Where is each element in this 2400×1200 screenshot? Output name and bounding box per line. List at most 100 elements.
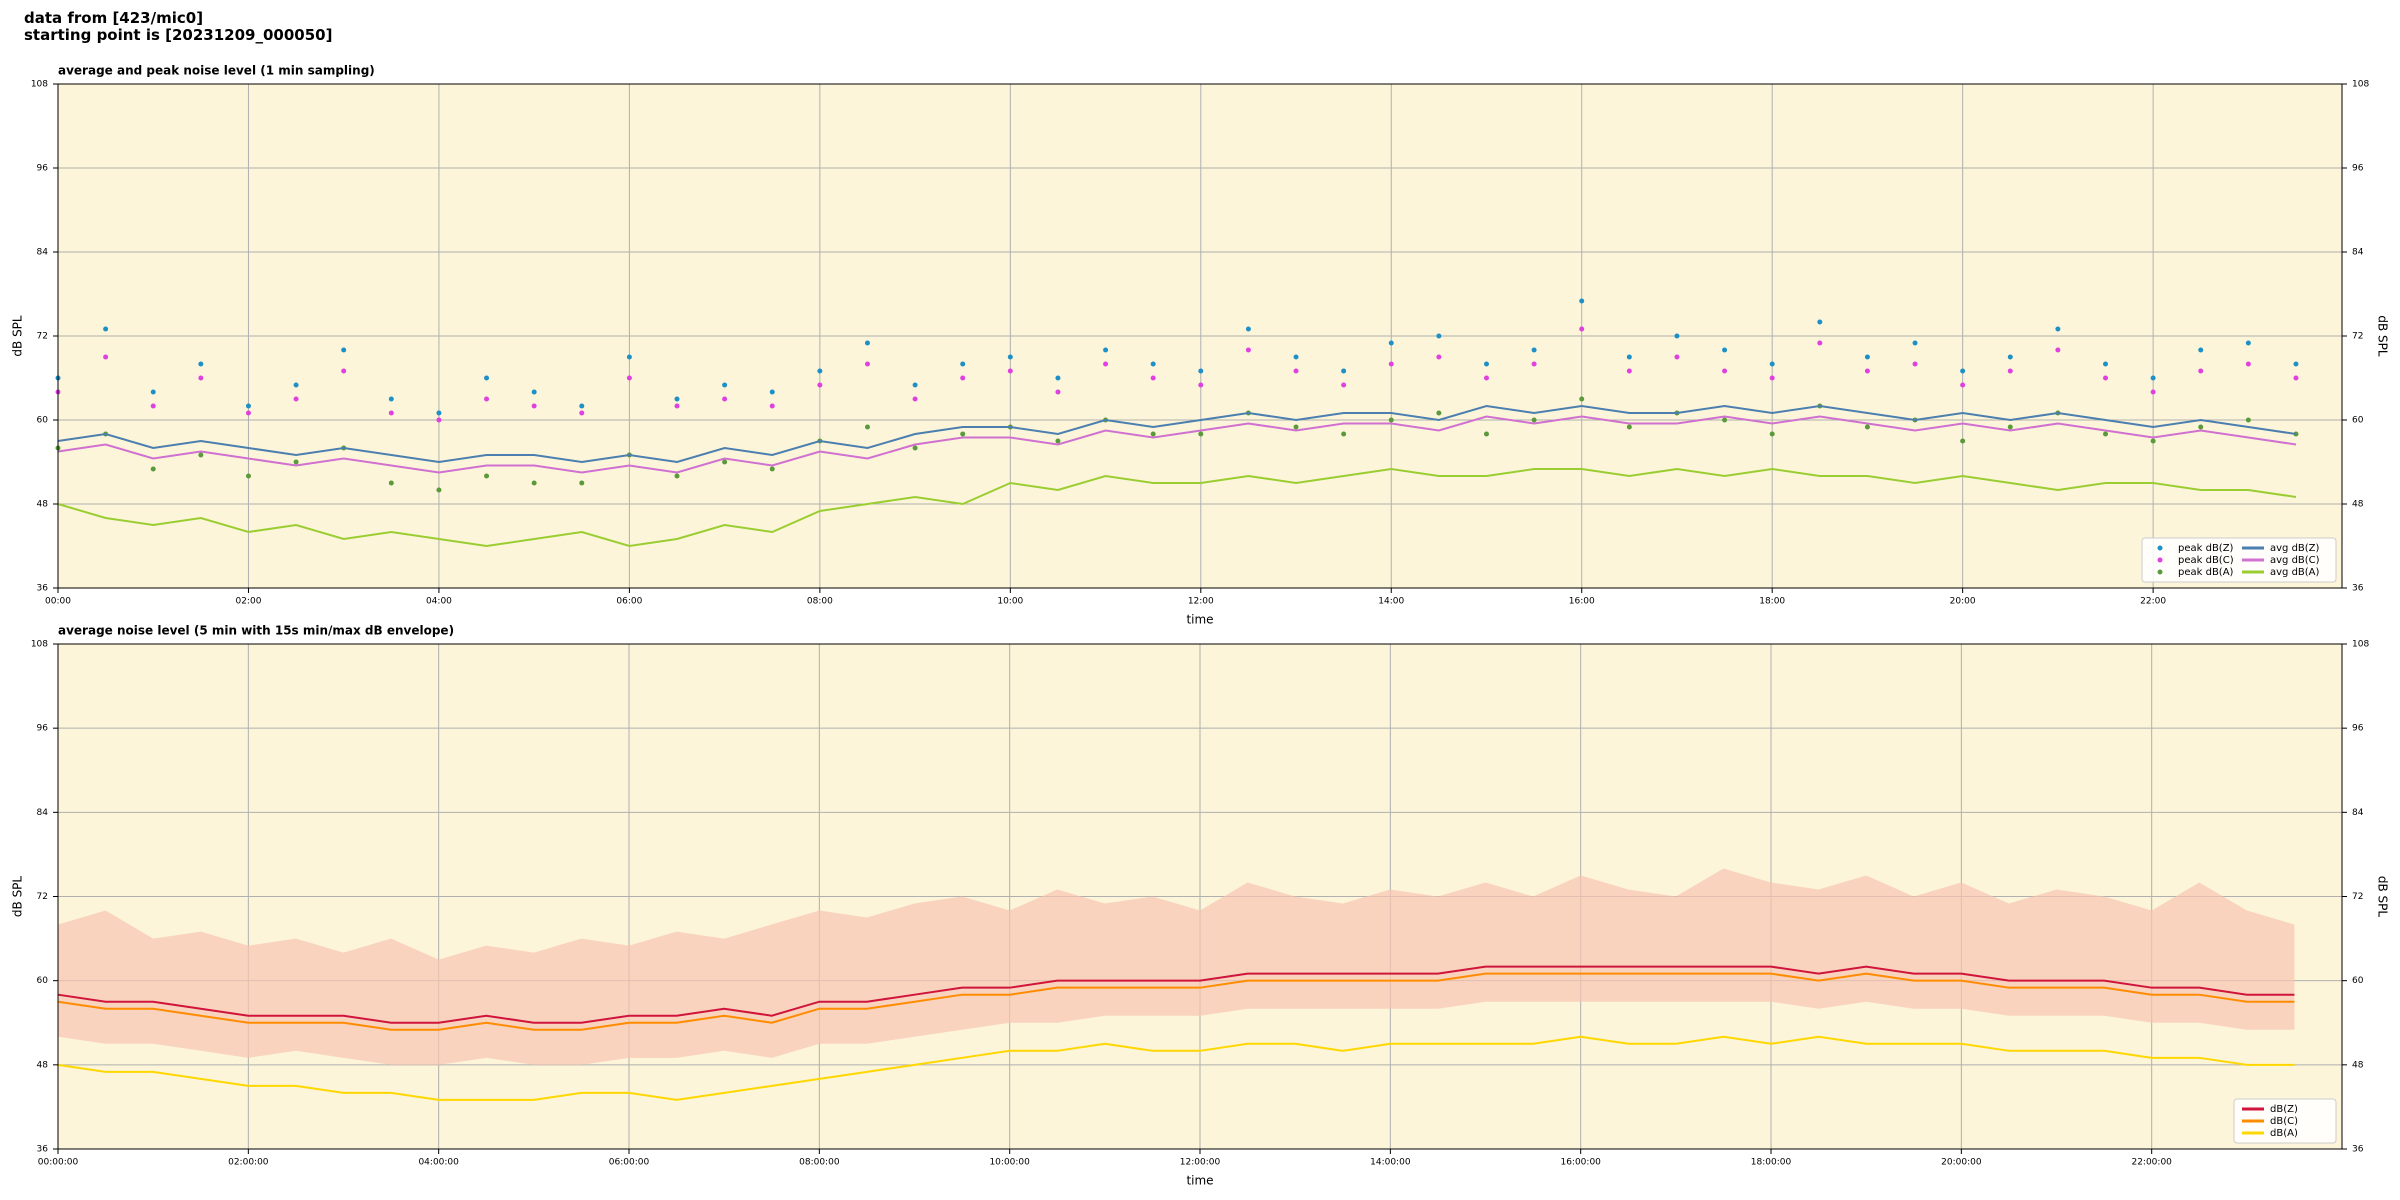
peak-point xyxy=(1817,319,1823,325)
peak-point xyxy=(436,410,442,416)
legend-label: peak dB(A) xyxy=(2178,567,2234,578)
legend-marker xyxy=(2157,545,2163,551)
peak-point xyxy=(2293,375,2299,381)
legend-marker xyxy=(2157,557,2163,563)
peak-point xyxy=(1055,389,1061,395)
peak-point xyxy=(388,480,394,486)
peak-point xyxy=(2055,326,2061,332)
x-tick-label: 10:00 xyxy=(997,597,1023,607)
peak-point xyxy=(1579,396,1585,402)
legend-marker xyxy=(2157,569,2163,575)
peak-point xyxy=(1626,424,1632,430)
peak-point xyxy=(960,375,966,381)
peak-point xyxy=(293,382,299,388)
peak-point xyxy=(1388,340,1394,346)
x-tick-label: 04:00:00 xyxy=(418,1158,459,1168)
peak-point xyxy=(2198,424,2204,430)
x-tick-label: 00:00 xyxy=(45,597,71,607)
x-tick-label: 12:00 xyxy=(1188,597,1214,607)
x-tick-label: 10:00:00 xyxy=(989,1158,1030,1168)
peak-point xyxy=(960,361,966,367)
legend-label: dB(A) xyxy=(2270,1128,2298,1139)
y-axis-label: dB SPL xyxy=(11,315,25,357)
peak-point xyxy=(722,459,728,465)
y-tick-label-right: 84 xyxy=(2352,248,2364,258)
x-tick-label: 18:00:00 xyxy=(1751,1158,1792,1168)
peak-point xyxy=(2150,438,2156,444)
peak-point xyxy=(722,396,728,402)
chart-title: average noise level (5 min with 15s min/… xyxy=(58,624,454,638)
peak-point xyxy=(245,410,251,416)
y-tick-label-right: 84 xyxy=(2352,808,2364,818)
peak-point xyxy=(2103,375,2109,381)
peak-point xyxy=(531,480,537,486)
x-tick-label: 22:00 xyxy=(2140,597,2166,607)
y-tick-label-right: 48 xyxy=(2352,500,2364,510)
y-tick-label: 60 xyxy=(37,976,49,986)
legend-label: dB(Z) xyxy=(2270,1104,2298,1115)
peak-point xyxy=(864,361,870,367)
y-tick-label: 84 xyxy=(37,808,49,818)
peak-point xyxy=(626,375,632,381)
peak-point xyxy=(1341,382,1347,388)
peak-point xyxy=(1293,354,1299,360)
legend-label: avg dB(Z) xyxy=(2270,543,2320,554)
peak-point xyxy=(674,403,680,409)
peak-point xyxy=(1912,340,1918,346)
peak-point xyxy=(1483,375,1489,381)
peak-point xyxy=(1579,298,1585,304)
y-tick-label-right: 36 xyxy=(2352,584,2364,594)
peak-point xyxy=(912,382,918,388)
plot-frame xyxy=(57,643,2343,1150)
peak-point xyxy=(198,375,204,381)
peak-point xyxy=(1960,382,1966,388)
x-tick-label: 16:00 xyxy=(1569,597,1595,607)
peak-point xyxy=(103,354,109,360)
peak-point xyxy=(1388,417,1394,423)
peak-point xyxy=(1007,354,1013,360)
peak-point xyxy=(245,403,251,409)
peak-point xyxy=(1055,375,1061,381)
x-tick-label: 04:00 xyxy=(426,597,452,607)
peak-point xyxy=(293,396,299,402)
peak-point xyxy=(1436,354,1442,360)
peak-point xyxy=(2293,361,2299,367)
y-tick-label-right: 36 xyxy=(2352,1145,2364,1155)
peak-point xyxy=(103,326,109,332)
peak-point xyxy=(1769,361,1775,367)
series-line xyxy=(57,415,2297,474)
peak-point xyxy=(579,403,585,409)
peak-point xyxy=(2150,389,2156,395)
peak-point xyxy=(1198,368,1204,374)
legend-label: peak dB(C) xyxy=(2178,555,2234,566)
header: data from [423/mic0] starting point is [… xyxy=(24,10,332,44)
x-tick-label: 06:00 xyxy=(616,597,642,607)
peak-point xyxy=(436,487,442,493)
peak-point xyxy=(1531,417,1537,423)
peak-point xyxy=(531,403,537,409)
peak-point xyxy=(769,403,775,409)
peak-point xyxy=(1579,326,1585,332)
peak-point xyxy=(1103,347,1109,353)
peak-point xyxy=(150,466,156,472)
legend-label: avg dB(A) xyxy=(2270,567,2320,578)
peak-point xyxy=(769,466,775,472)
y-tick-label: 48 xyxy=(37,500,49,510)
x-tick-label: 14:00 xyxy=(1378,597,1404,607)
peak-point xyxy=(2103,361,2109,367)
peak-point xyxy=(1150,431,1156,437)
y-tick-label: 108 xyxy=(31,640,48,650)
y-tick-label: 84 xyxy=(37,248,49,258)
x-tick-label: 22:00:00 xyxy=(2131,1158,2172,1168)
peak-point xyxy=(1722,368,1728,374)
peak-point xyxy=(1912,361,1918,367)
peak-point xyxy=(1864,368,1870,374)
peak-point xyxy=(341,347,347,353)
peak-point xyxy=(484,473,490,479)
peak-point xyxy=(960,431,966,437)
x-tick-label: 02:00:00 xyxy=(228,1158,269,1168)
peak-point xyxy=(1150,375,1156,381)
y-tick-label-right: 108 xyxy=(2352,80,2369,90)
y-tick-label-right: 60 xyxy=(2352,976,2364,986)
